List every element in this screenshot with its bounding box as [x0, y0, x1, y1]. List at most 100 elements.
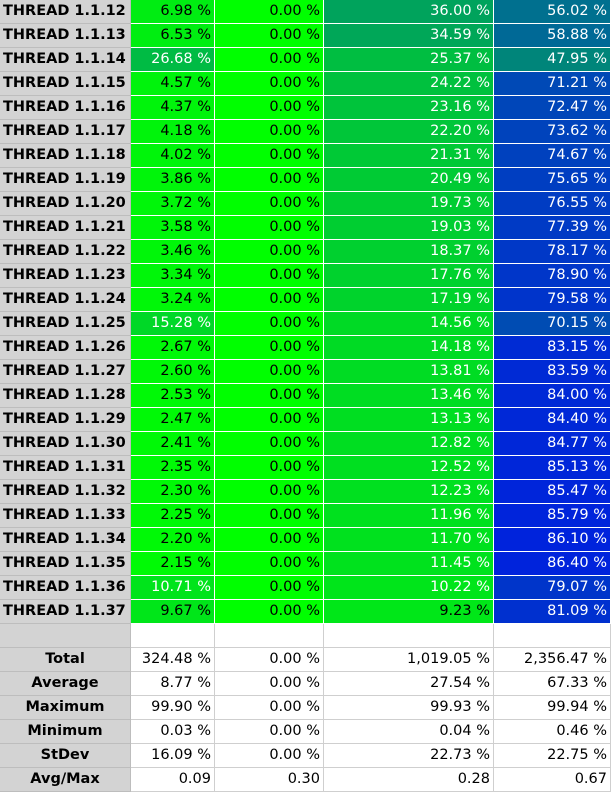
thread-row: THREAD 1.1.35 2.15 % 0.00 % 11.45 % 86.40 % — [0, 552, 611, 576]
thread-value-col-1: 2.67 % — [131, 336, 215, 360]
thread-value-col-4: 78.17 % — [494, 240, 611, 264]
thread-value-col-2: 0.00 % — [215, 552, 324, 576]
thread-value-col-2: 0.00 % — [215, 360, 324, 384]
thread-value-col-2: 0.00 % — [215, 312, 324, 336]
thread-value-col-3: 21.31 % — [324, 144, 494, 168]
thread-value-col-3: 36.00 % — [324, 0, 494, 24]
thread-row: THREAD 1.1.22 3.46 % 0.00 % 18.37 % 78.17 % — [0, 240, 611, 264]
thread-name: THREAD 1.1.36 — [0, 576, 131, 600]
stat-value-col-1: 16.09 % — [131, 744, 215, 768]
stat-name: Total — [0, 648, 131, 672]
thread-name: THREAD 1.1.24 — [0, 288, 131, 312]
thread-value-col-2: 0.00 % — [215, 24, 324, 48]
thread-name: THREAD 1.1.17 — [0, 120, 131, 144]
stat-value-col-2: 0.00 % — [215, 648, 324, 672]
thread-name: THREAD 1.1.21 — [0, 216, 131, 240]
thread-value-col-4: 56.02 % — [494, 0, 611, 24]
thread-value-col-3: 11.70 % — [324, 528, 494, 552]
thread-value-col-1: 3.58 % — [131, 216, 215, 240]
stat-value-col-4: 99.94 % — [494, 696, 611, 720]
thread-value-col-4: 83.59 % — [494, 360, 611, 384]
thread-name: THREAD 1.1.19 — [0, 168, 131, 192]
thread-name: THREAD 1.1.12 — [0, 0, 131, 24]
thread-value-col-4: 72.47 % — [494, 96, 611, 120]
spacer-header — [0, 624, 131, 648]
thread-value-col-2: 0.00 % — [215, 192, 324, 216]
thread-value-col-2: 0.00 % — [215, 408, 324, 432]
thread-row: THREAD 1.1.21 3.58 % 0.00 % 19.03 % 77.39 % — [0, 216, 611, 240]
stat-row: Avg/Max 0.09 0.30 0.28 0.67 — [0, 768, 611, 792]
thread-value-col-2: 0.00 % — [215, 264, 324, 288]
thread-value-col-4: 86.10 % — [494, 528, 611, 552]
spacer-cell — [131, 624, 215, 648]
stat-value-col-3: 27.54 % — [324, 672, 494, 696]
thread-value-col-1: 2.25 % — [131, 504, 215, 528]
stat-value-col-2: 0.00 % — [215, 744, 324, 768]
stat-name: StDev — [0, 744, 131, 768]
thread-value-col-4: 86.40 % — [494, 552, 611, 576]
thread-value-col-3: 22.20 % — [324, 120, 494, 144]
thread-value-col-4: 78.90 % — [494, 264, 611, 288]
thread-name: THREAD 1.1.16 — [0, 96, 131, 120]
stat-value-col-2: 0.00 % — [215, 720, 324, 744]
thread-row: THREAD 1.1.34 2.20 % 0.00 % 11.70 % 86.10 % — [0, 528, 611, 552]
thread-name: THREAD 1.1.37 — [0, 600, 131, 624]
thread-value-col-3: 9.23 % — [324, 600, 494, 624]
thread-row: THREAD 1.1.14 26.68 % 0.00 % 25.37 % 47.95 % — [0, 48, 611, 72]
thread-value-col-2: 0.00 % — [215, 384, 324, 408]
thread-value-col-4: 73.62 % — [494, 120, 611, 144]
thread-value-col-4: 77.39 % — [494, 216, 611, 240]
thread-value-col-2: 0.00 % — [215, 480, 324, 504]
thread-value-col-2: 0.00 % — [215, 528, 324, 552]
thread-name: THREAD 1.1.33 — [0, 504, 131, 528]
stat-value-col-1: 324.48 % — [131, 648, 215, 672]
thread-value-col-1: 3.86 % — [131, 168, 215, 192]
thread-value-col-3: 13.13 % — [324, 408, 494, 432]
thread-name: THREAD 1.1.18 — [0, 144, 131, 168]
thread-value-col-1: 4.37 % — [131, 96, 215, 120]
thread-name: THREAD 1.1.25 — [0, 312, 131, 336]
thread-value-col-3: 10.22 % — [324, 576, 494, 600]
thread-value-col-3: 17.76 % — [324, 264, 494, 288]
thread-value-col-2: 0.00 % — [215, 240, 324, 264]
thread-value-col-2: 0.00 % — [215, 504, 324, 528]
thread-value-col-2: 0.00 % — [215, 48, 324, 72]
thread-value-col-1: 26.68 % — [131, 48, 215, 72]
thread-value-col-4: 84.40 % — [494, 408, 611, 432]
thread-value-col-3: 18.37 % — [324, 240, 494, 264]
thread-row: THREAD 1.1.26 2.67 % 0.00 % 14.18 % 83.15 % — [0, 336, 611, 360]
thread-value-col-4: 79.58 % — [494, 288, 611, 312]
thread-value-col-4: 47.95 % — [494, 48, 611, 72]
thread-value-col-2: 0.00 % — [215, 432, 324, 456]
thread-value-col-3: 12.23 % — [324, 480, 494, 504]
thread-row: THREAD 1.1.24 3.24 % 0.00 % 17.19 % 79.58 % — [0, 288, 611, 312]
thread-row: THREAD 1.1.17 4.18 % 0.00 % 22.20 % 73.62 % — [0, 120, 611, 144]
stat-value-col-4: 0.46 % — [494, 720, 611, 744]
thread-value-col-3: 11.45 % — [324, 552, 494, 576]
thread-row: THREAD 1.1.13 6.53 % 0.00 % 34.59 % 58.88 % — [0, 24, 611, 48]
thread-value-col-3: 20.49 % — [324, 168, 494, 192]
stat-value-col-4: 67.33 % — [494, 672, 611, 696]
thread-value-col-1: 2.35 % — [131, 456, 215, 480]
thread-value-col-1: 2.15 % — [131, 552, 215, 576]
thread-value-col-2: 0.00 % — [215, 288, 324, 312]
thread-row: THREAD 1.1.19 3.86 % 0.00 % 20.49 % 75.65 % — [0, 168, 611, 192]
thread-value-col-1: 9.67 % — [131, 600, 215, 624]
thread-value-col-2: 0.00 % — [215, 96, 324, 120]
thread-row: THREAD 1.1.29 2.47 % 0.00 % 13.13 % 84.40 % — [0, 408, 611, 432]
thread-row: THREAD 1.1.25 15.28 % 0.00 % 14.56 % 70.15 % — [0, 312, 611, 336]
thread-value-col-3: 17.19 % — [324, 288, 494, 312]
thread-row: THREAD 1.1.15 4.57 % 0.00 % 24.22 % 71.21 % — [0, 72, 611, 96]
thread-value-col-1: 4.02 % — [131, 144, 215, 168]
thread-row: THREAD 1.1.20 3.72 % 0.00 % 19.73 % 76.55 % — [0, 192, 611, 216]
thread-name: THREAD 1.1.15 — [0, 72, 131, 96]
thread-value-col-4: 70.15 % — [494, 312, 611, 336]
thread-row: THREAD 1.1.36 10.71 % 0.00 % 10.22 % 79.07 % — [0, 576, 611, 600]
stat-row: StDev 16.09 % 0.00 % 22.73 % 22.75 % — [0, 744, 611, 768]
thread-value-col-1: 10.71 % — [131, 576, 215, 600]
stat-name: Maximum — [0, 696, 131, 720]
stat-value-col-3: 1,019.05 % — [324, 648, 494, 672]
thread-value-col-3: 24.22 % — [324, 72, 494, 96]
thread-value-col-4: 76.55 % — [494, 192, 611, 216]
thread-value-col-1: 2.41 % — [131, 432, 215, 456]
